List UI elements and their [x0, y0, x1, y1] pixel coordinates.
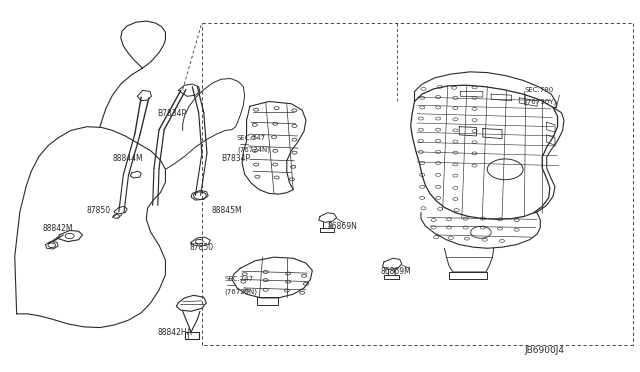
Text: B7834P: B7834P [157, 109, 186, 118]
Text: SEC.790: SEC.790 [524, 87, 554, 93]
Text: 87850: 87850 [189, 243, 213, 251]
Text: B7834P: B7834P [221, 154, 250, 163]
Text: 88842HA: 88842HA [157, 328, 192, 337]
Text: 88842M: 88842M [42, 224, 73, 233]
Text: 88844M: 88844M [113, 154, 143, 163]
Text: JB6900J4: JB6900J4 [524, 346, 564, 355]
Text: 86869N: 86869N [328, 222, 358, 231]
Text: 87850: 87850 [87, 206, 111, 215]
Text: SEC.747: SEC.747 [237, 135, 266, 141]
Text: (76730Y): (76730Y) [524, 98, 557, 105]
Text: 88845M: 88845M [211, 206, 242, 215]
Text: (76724N): (76724N) [237, 147, 270, 153]
Text: SEC.747: SEC.747 [224, 276, 253, 282]
Text: (76725N): (76725N) [224, 288, 257, 295]
Text: 86869M: 86869M [381, 267, 412, 276]
